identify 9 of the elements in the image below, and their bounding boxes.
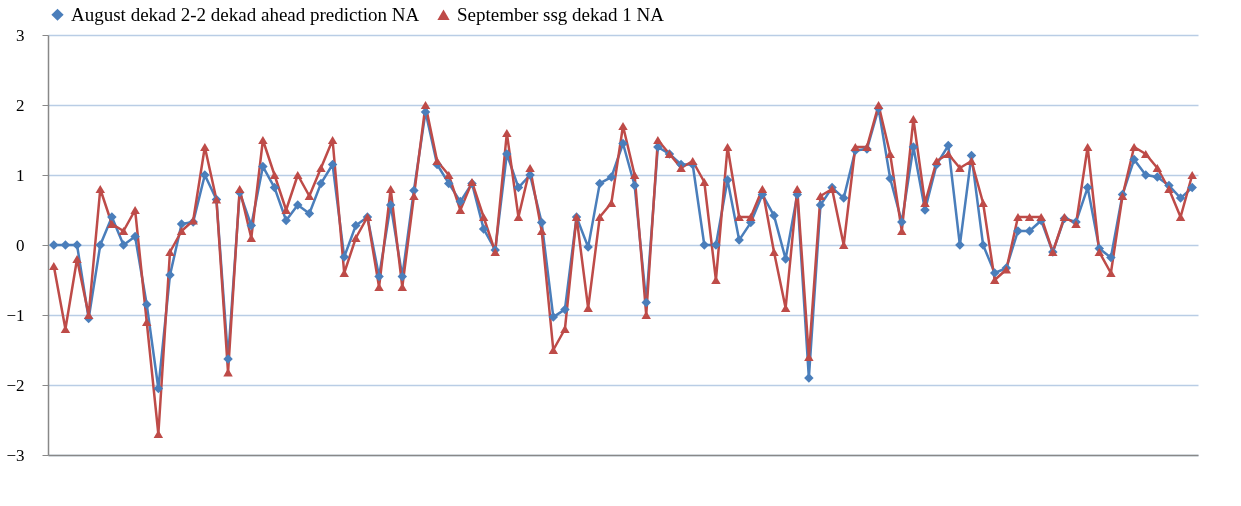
y-tick-label: 2 [16, 95, 25, 115]
y-tick-label: 3 [16, 25, 25, 45]
y-tick-label: −3 [6, 445, 25, 465]
y-tick-label: 1 [16, 165, 25, 185]
y-tick-label: −1 [6, 305, 25, 325]
y-tick-label: −2 [6, 375, 25, 395]
legend-label: September ssg dekad 1 NA [457, 3, 665, 25]
y-tick-label: 0 [16, 235, 25, 255]
legend-label: August dekad 2-2 dekad ahead prediction NA [71, 3, 420, 25]
